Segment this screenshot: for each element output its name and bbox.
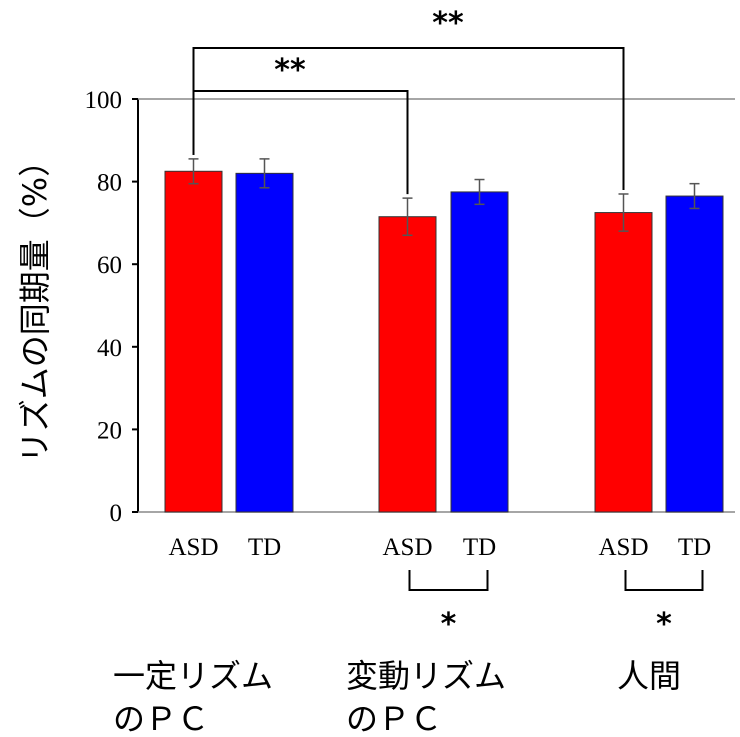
category-label-asd: ASD (598, 534, 648, 561)
group-label: 一定リズム (113, 657, 273, 695)
y-tick-label: 0 (110, 500, 123, 527)
significance-label: ** (432, 6, 464, 41)
group-label: のＰＣ (346, 700, 442, 737)
bar-td (235, 172, 294, 513)
bar-asd (378, 216, 437, 513)
y-axis-label: リズムの同期量（%） (16, 145, 54, 463)
significance-label: * (656, 607, 672, 642)
significance-bracket (192, 90, 409, 195)
category-label-td: TD (463, 534, 496, 561)
category-label-td: TD (678, 534, 711, 561)
bar-td (665, 195, 724, 513)
bar-asd (164, 170, 223, 513)
y-tick-label: 60 (97, 252, 122, 279)
bar-asd (594, 212, 653, 513)
category-label-asd: ASD (382, 534, 432, 561)
bar-td (450, 191, 509, 513)
y-tick-label: 80 (97, 170, 122, 197)
group-label: 人間 (617, 657, 681, 695)
category-label-asd: ASD (168, 534, 218, 561)
group-label: のＰＣ (113, 700, 209, 737)
y-tick-label: 20 (97, 417, 122, 444)
category-label-td: TD (248, 534, 281, 561)
significance-label: * (441, 607, 457, 642)
significance-bracket (408, 570, 489, 591)
significance-label: ** (274, 53, 306, 88)
y-tick-label: 100 (85, 87, 123, 114)
group-label: 変動リズム (346, 657, 506, 695)
y-tick-label: 40 (97, 335, 122, 362)
significance-bracket (624, 570, 704, 591)
